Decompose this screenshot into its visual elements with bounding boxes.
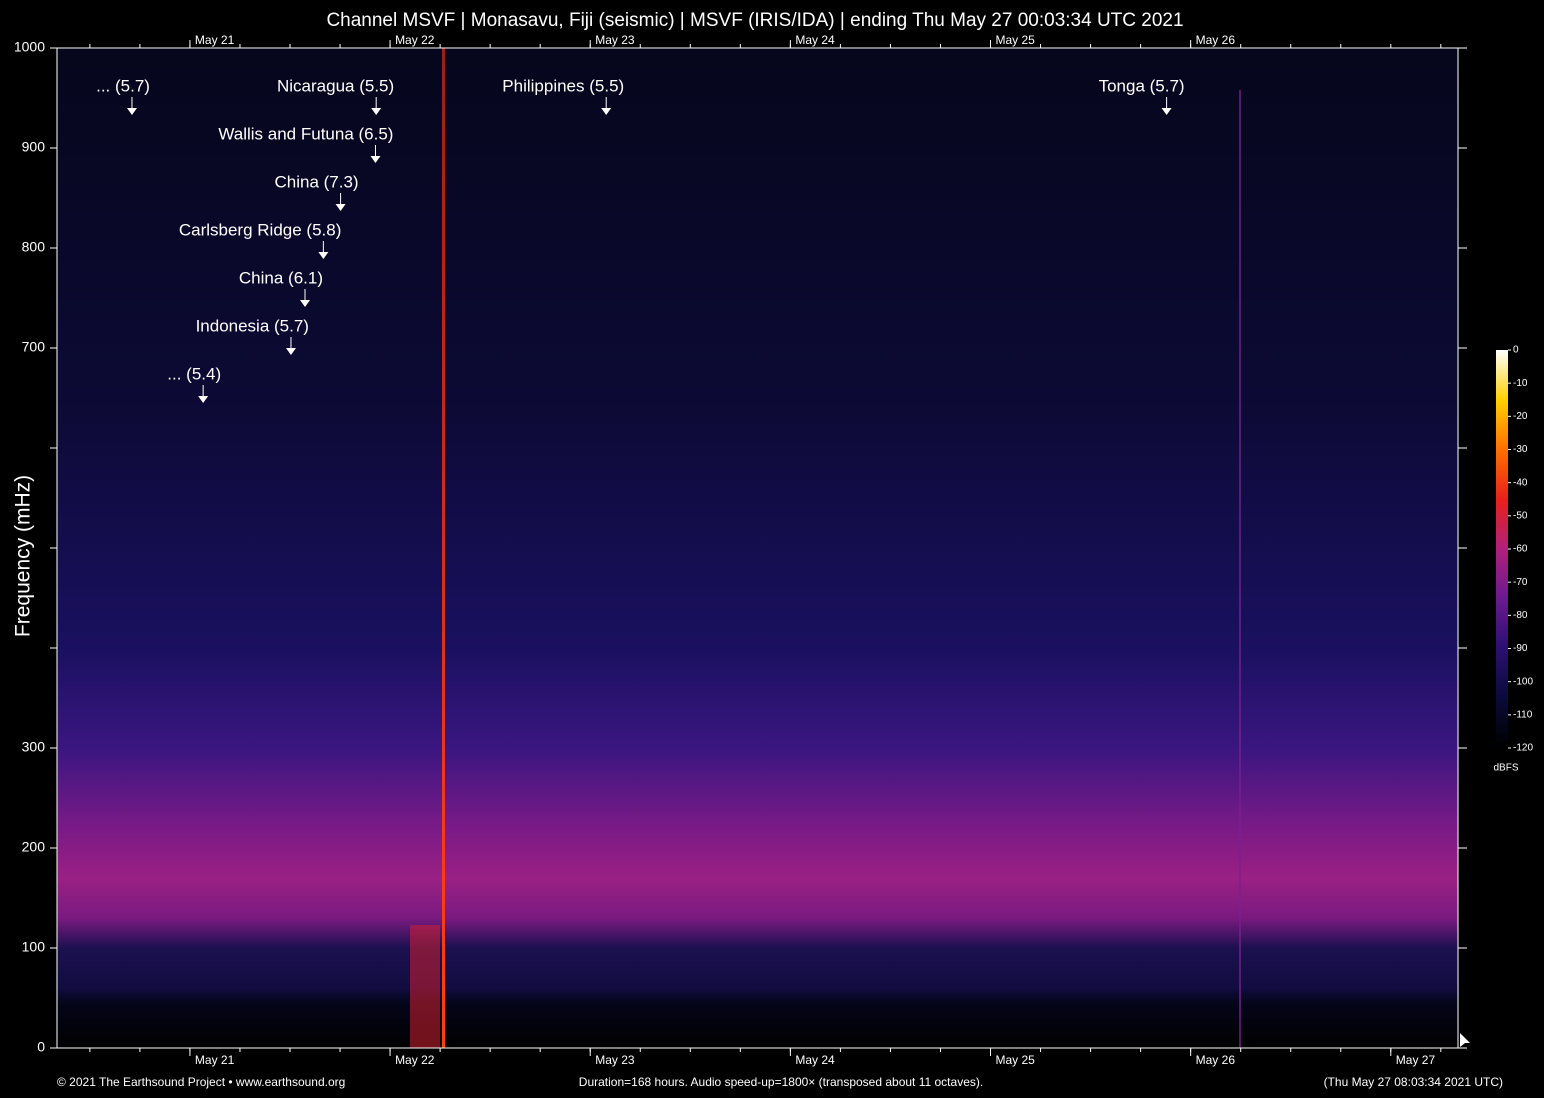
y-tick-label: 900 [22,139,46,155]
footer-right: (Thu May 27 08:03:34 2021 UTC) [1324,1075,1503,1089]
event-arrowhead [198,396,209,403]
event-label: China (7.3) [274,172,358,191]
y-tick-label: 300 [22,739,46,755]
y-tick-label: 100 [22,939,46,955]
y-tick-label: 1000 [14,39,45,55]
x2-tick-label: May 23 [595,33,635,47]
colorbar-tick-label: -60 [1513,544,1528,555]
event-arrowhead [335,204,346,211]
event-arrowhead [371,108,382,115]
colorbar-tick-label: -120 [1513,743,1533,754]
y-tick-label: 200 [22,839,46,855]
x2-tick-label: May 22 [395,33,435,47]
spectrogram-burst [410,925,440,1048]
x-tick-label: May 26 [1196,1053,1236,1067]
x-tick-label: May 22 [395,1053,435,1067]
event-arrowhead [126,108,137,115]
y-axis-label: Frequency (mHz) [12,475,35,637]
colorbar-tick-label: 0 [1513,345,1519,356]
spectrogram-event-line [442,48,445,1048]
colorbar-tick-label: -40 [1513,477,1528,488]
y-tick-label: 800 [22,239,46,255]
colorbar [1496,350,1508,748]
y-tick-label: 0 [37,1039,45,1055]
end-cursor [1460,1033,1470,1047]
event-arrowhead [601,108,612,115]
spectrogram-event-line [1239,90,1241,1048]
event-label: Tonga (5.7) [1099,76,1185,95]
event-label: Philippines (5.5) [502,76,624,95]
y-tick-label: 700 [22,339,46,355]
event-arrowhead [318,252,329,259]
event-arrowhead [285,348,296,355]
event-arrowhead [300,300,311,307]
colorbar-tick-label: -90 [1513,643,1528,654]
x-tick-label: May 27 [1396,1053,1436,1067]
colorbar-tick-label: -10 [1513,378,1528,389]
x2-tick-label: May 24 [795,33,835,47]
spectrogram [57,48,1458,1048]
event-label: China (6.1) [239,268,323,287]
colorbar-tick-label: -100 [1513,676,1533,687]
colorbar-tick-label: -70 [1513,577,1528,588]
event-label: Nicaragua (5.5) [277,76,394,95]
colorbar-label: dBFS [1493,763,1518,774]
x2-tick-label: May 25 [996,33,1036,47]
event-arrowhead [370,156,381,163]
x-tick-label: May 25 [996,1053,1036,1067]
colorbar-tick-label: -110 [1513,709,1533,720]
x2-tick-label: May 26 [1196,33,1236,47]
x-tick-label: May 23 [595,1053,635,1067]
event-arrowhead [1161,108,1172,115]
event-label: ... (5.7) [96,76,150,95]
event-label: Wallis and Futuna (6.5) [218,124,393,143]
x2-tick-label: May 21 [195,33,235,47]
chart-title: Channel MSVF | Monasavu, Fiji (seismic) … [326,10,1183,31]
colorbar-tick-label: -80 [1513,610,1528,621]
colorbar-tick-label: -30 [1513,444,1528,455]
footer-center: Duration=168 hours. Audio speed-up=1800×… [579,1075,983,1089]
colorbar-tick-label: -50 [1513,510,1528,521]
event-label: Carlsberg Ridge (5.8) [179,220,342,239]
x-tick-label: May 24 [795,1053,835,1067]
colorbar-tick-label: -20 [1513,411,1528,422]
x-tick-label: May 21 [195,1053,235,1067]
footer-left: © 2021 The Earthsound Project • www.eart… [57,1075,345,1089]
event-label: ... (5.4) [167,364,221,383]
event-label: Indonesia (5.7) [196,316,309,335]
